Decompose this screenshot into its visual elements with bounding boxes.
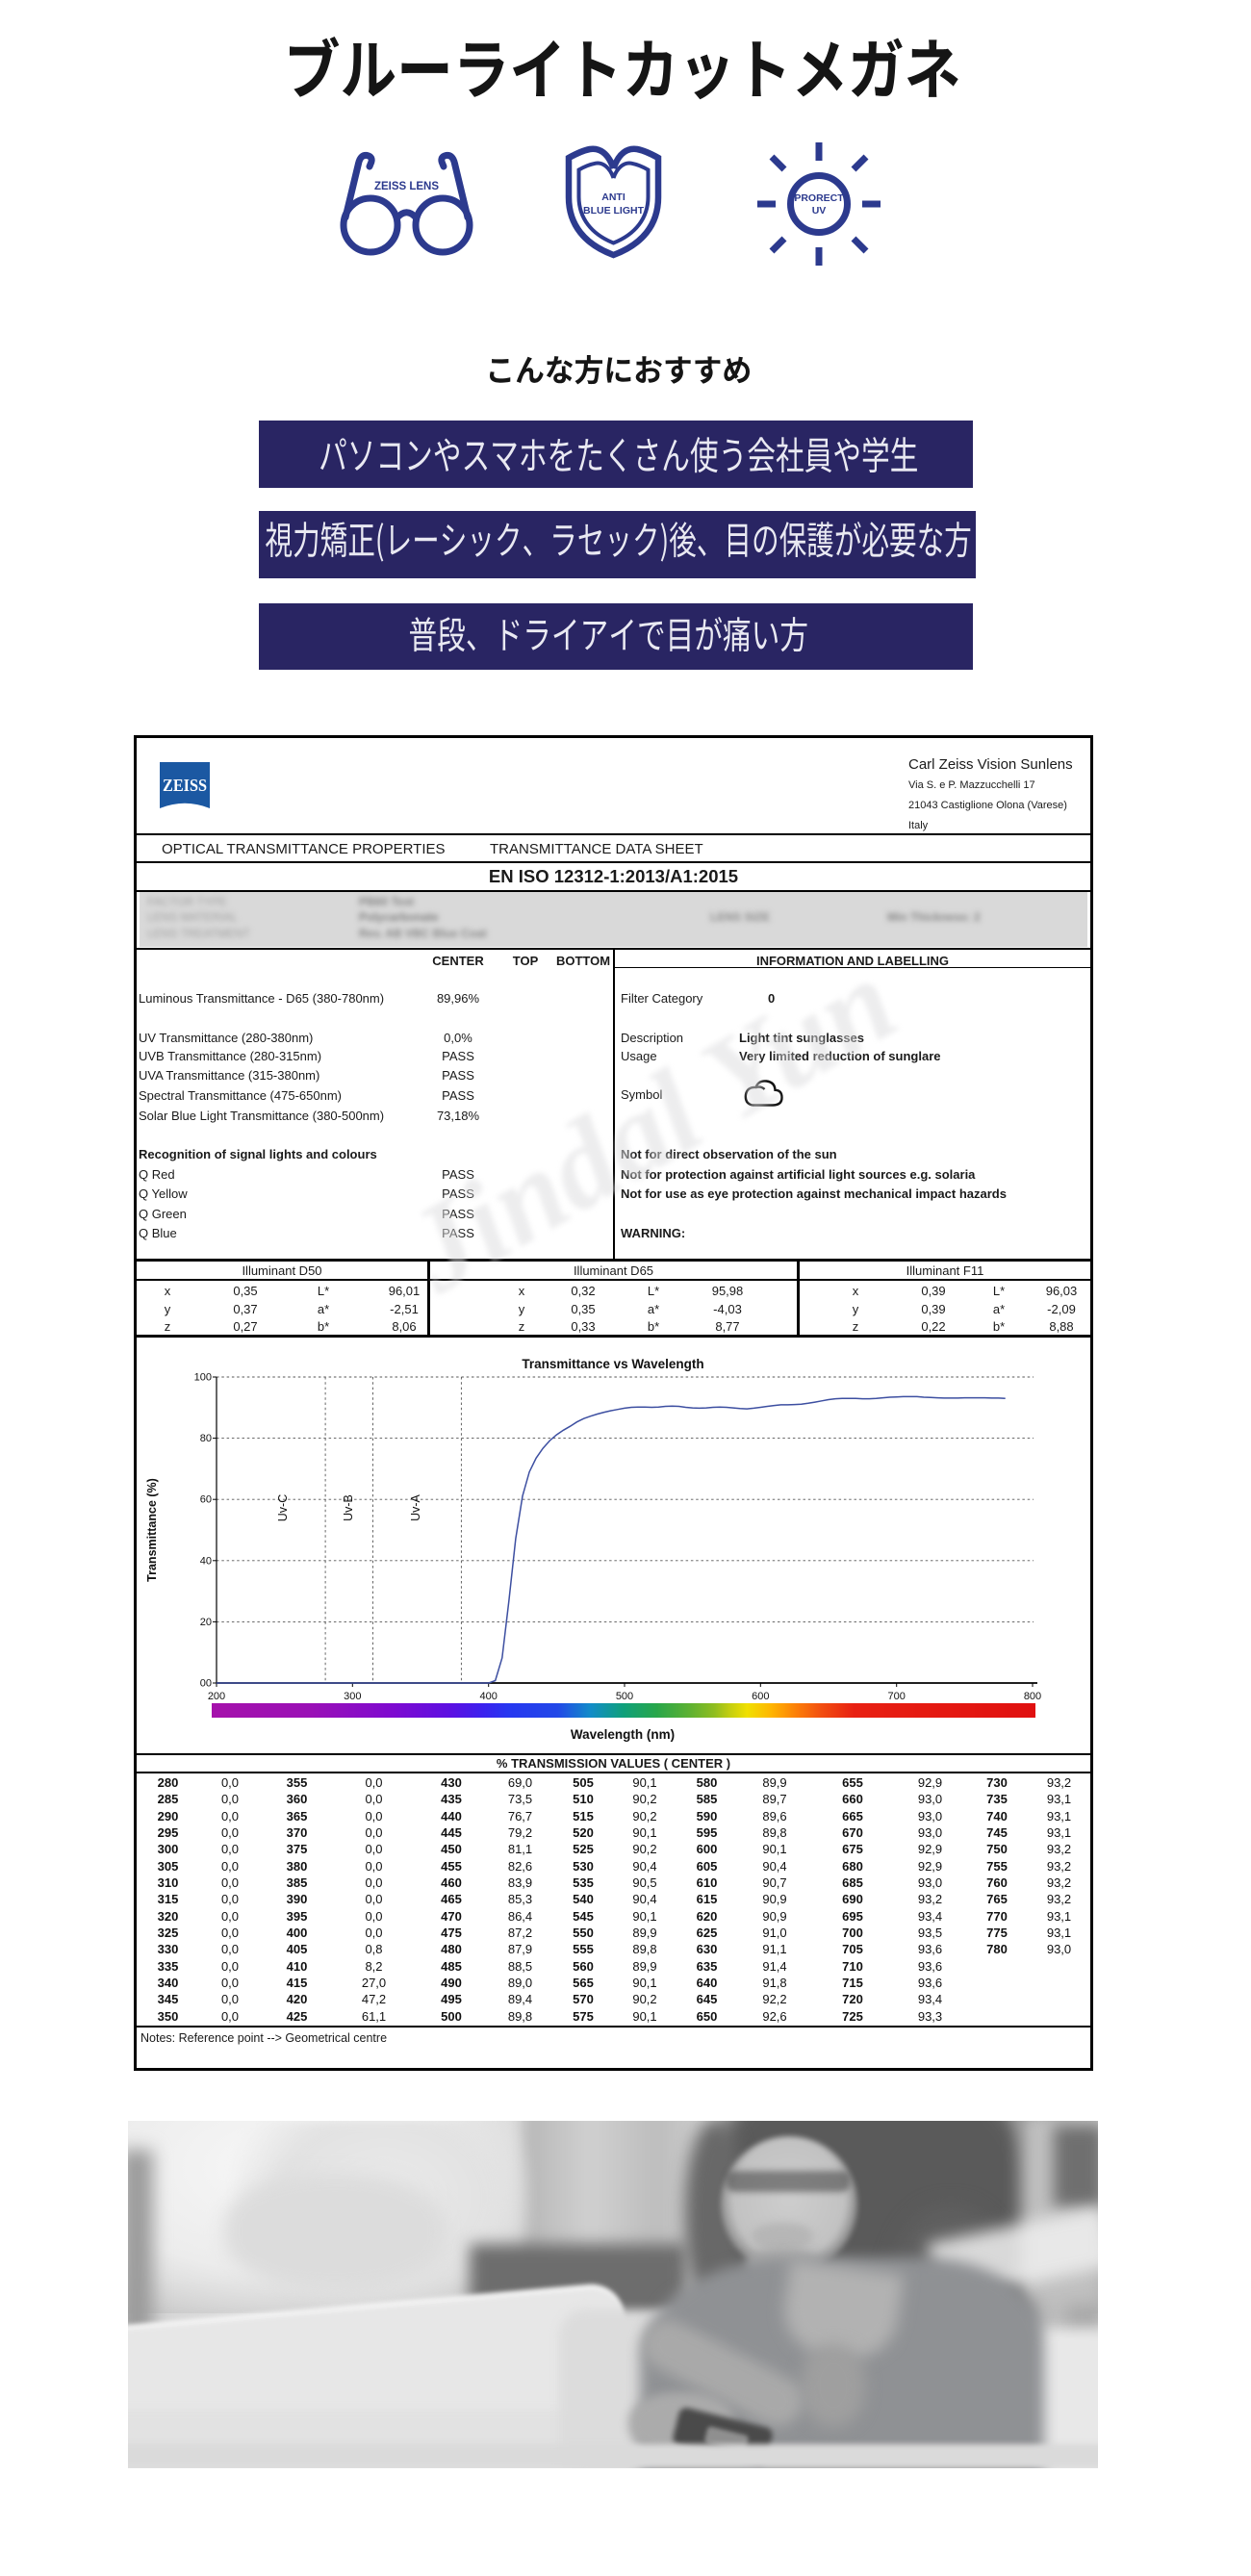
svg-text:Uv-C: Uv-C bbox=[276, 1494, 290, 1521]
svg-text:PRORECT: PRORECT bbox=[794, 192, 844, 204]
svg-text:Uv-A: Uv-A bbox=[409, 1493, 422, 1520]
svg-text:80: 80 bbox=[200, 1433, 212, 1444]
svg-text:00: 00 bbox=[200, 1678, 212, 1690]
svg-text:UV: UV bbox=[812, 205, 827, 217]
svg-text:ZEISS LENS: ZEISS LENS bbox=[374, 181, 439, 192]
svg-text:Uv-B: Uv-B bbox=[342, 1494, 355, 1521]
svg-text:BLUE LIGHT: BLUE LIGHT bbox=[583, 205, 645, 217]
svg-text:Transmittance (%): Transmittance (%) bbox=[145, 1478, 159, 1582]
svg-text:400: 400 bbox=[480, 1691, 498, 1702]
svg-text:20: 20 bbox=[200, 1617, 212, 1628]
svg-text:ANTI: ANTI bbox=[601, 191, 626, 203]
svg-text:500: 500 bbox=[616, 1691, 633, 1702]
svg-text:40: 40 bbox=[200, 1555, 212, 1567]
svg-text:100: 100 bbox=[194, 1372, 212, 1384]
svg-text:200: 200 bbox=[208, 1691, 225, 1702]
svg-text:Transmittance vs Wavelength: Transmittance vs Wavelength bbox=[522, 1357, 703, 1371]
svg-text:600: 600 bbox=[752, 1691, 769, 1702]
svg-text:700: 700 bbox=[888, 1691, 906, 1702]
svg-text:Wavelength (nm): Wavelength (nm) bbox=[571, 1727, 675, 1742]
svg-text:ZEISS: ZEISS bbox=[163, 776, 207, 795]
svg-text:60: 60 bbox=[200, 1494, 212, 1506]
svg-text:300: 300 bbox=[344, 1691, 361, 1702]
svg-text:800: 800 bbox=[1024, 1691, 1041, 1702]
